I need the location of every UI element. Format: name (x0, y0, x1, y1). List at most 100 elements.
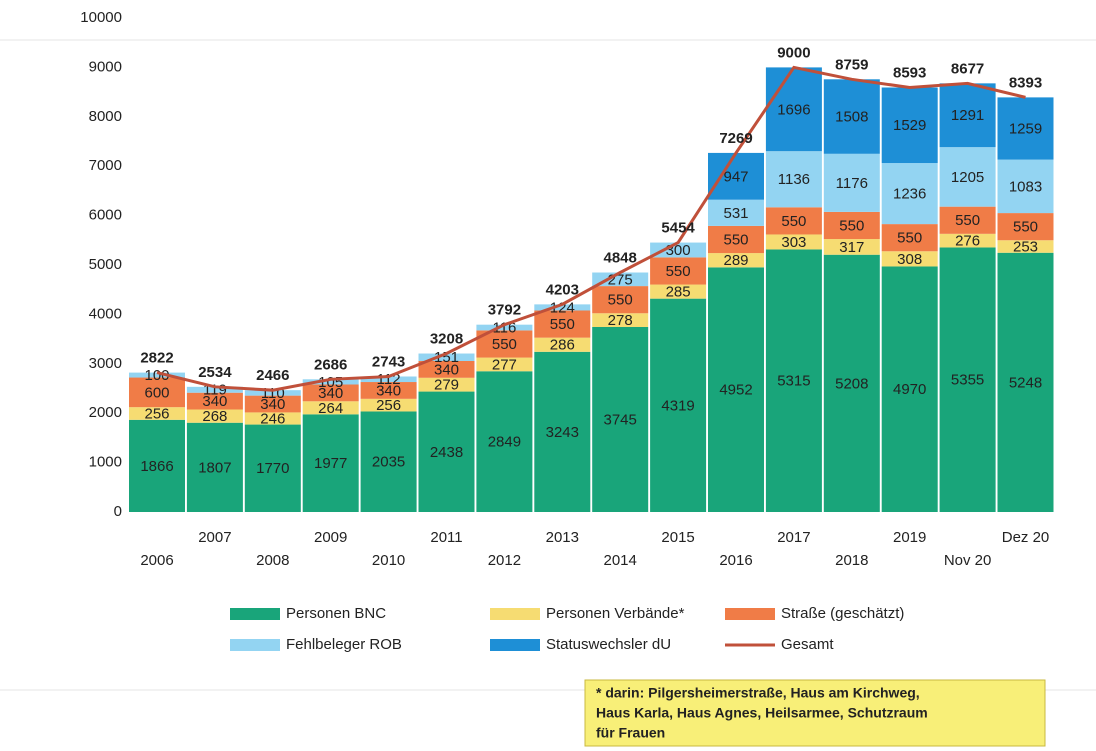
bar-segment (592, 326, 649, 512)
bar-segment (592, 313, 649, 327)
data-label: 253 (1013, 238, 1038, 255)
bar-segment (997, 252, 1054, 513)
data-label: 550 (492, 336, 517, 353)
bar-segment (129, 407, 185, 420)
legend-swatch (230, 639, 280, 651)
bar-segment (881, 87, 938, 164)
bar-segment (823, 153, 880, 212)
data-label: 4970 (893, 381, 926, 398)
data-label: 1696 (777, 101, 810, 118)
bar-segment (997, 159, 1054, 214)
bar-segment (650, 298, 707, 512)
bar-segment (186, 422, 243, 512)
x-tick-label: 2012 (488, 552, 521, 569)
data-label: 278 (608, 312, 633, 329)
data-label: 264 (318, 400, 343, 417)
data-label: 550 (666, 263, 691, 280)
data-label: 340 (376, 382, 401, 399)
bar-segment (997, 213, 1054, 241)
data-label: 5355 (951, 372, 984, 389)
data-label: 1866 (140, 458, 173, 475)
legend-label: Gesamt (781, 636, 834, 653)
bar-segment (534, 304, 591, 311)
x-tick-label: 2018 (835, 552, 868, 569)
data-label: 1807 (198, 459, 231, 476)
x-tick-label: 2014 (604, 552, 637, 569)
x-tick-label: 2015 (661, 529, 694, 546)
data-label: 4952 (719, 382, 752, 399)
note-box (584, 679, 1046, 747)
bar-segment (997, 97, 1054, 160)
data-label: 5315 (777, 373, 810, 390)
bar-segment (244, 412, 301, 425)
x-tick-label: 2011 (430, 529, 462, 546)
bar-segment (244, 390, 301, 396)
total-label: 2466 (256, 367, 289, 384)
bar-segment (708, 199, 764, 226)
bar-segment (765, 67, 822, 152)
y-tick-label: 2000 (89, 404, 122, 421)
data-label: 550 (781, 213, 806, 230)
data-label: 1259 (1009, 120, 1042, 137)
data-label: 1083 (1009, 178, 1042, 195)
y-tick-label: 1000 (89, 454, 122, 471)
data-label: 286 (550, 337, 575, 354)
bar-segment (360, 382, 417, 399)
data-label: 2438 (430, 444, 463, 461)
bar-segment (881, 163, 938, 225)
total-label: 2686 (314, 356, 347, 373)
data-label: 289 (723, 252, 748, 269)
bar-segment (418, 391, 475, 512)
bar-segment (997, 240, 1054, 253)
y-tick-label: 5000 (89, 256, 122, 273)
bar-segment (302, 379, 359, 385)
bar-segment (476, 324, 533, 331)
data-label: 340 (434, 361, 459, 378)
data-label: 285 (666, 284, 691, 301)
bar-segment (360, 411, 417, 512)
data-label: 2035 (372, 454, 405, 471)
data-label: 277 (492, 356, 517, 373)
data-label: 268 (202, 408, 227, 425)
y-tick-label: 9000 (89, 58, 122, 75)
legend-swatch (725, 608, 775, 620)
total-label: 8593 (893, 64, 926, 81)
total-label: 5454 (661, 220, 695, 237)
bar-segment (708, 225, 764, 254)
y-tick-label: 0 (114, 503, 122, 520)
bar-segment (418, 353, 475, 361)
bar-segment (765, 234, 822, 250)
data-label: 340 (202, 393, 227, 410)
bar-segment (534, 351, 591, 512)
bar-segment (476, 357, 533, 372)
bar-segment (360, 376, 417, 383)
data-label: 340 (260, 396, 285, 413)
bar-segment (418, 360, 475, 378)
total-label: 4203 (546, 281, 579, 298)
note-text: für Frauen (596, 725, 665, 741)
legend-swatch (490, 639, 540, 651)
x-tick-label: 2008 (256, 552, 289, 569)
bar-segment (765, 249, 822, 512)
data-label: 276 (955, 233, 980, 250)
data-label: 550 (955, 212, 980, 229)
bar-segment (302, 401, 359, 415)
y-tick-label: 8000 (89, 108, 122, 125)
bar-segment (765, 207, 822, 235)
bar-segment (939, 233, 996, 248)
bar-segment (244, 395, 301, 413)
bar-segment (129, 419, 185, 512)
data-label: 100 (144, 367, 169, 384)
total-label: 8759 (835, 56, 868, 73)
x-tick-label: Dez 20 (1002, 529, 1050, 546)
bar-segment (650, 242, 707, 258)
data-label: 1291 (951, 107, 984, 124)
bar-segment (708, 253, 764, 268)
data-label: 550 (839, 217, 864, 234)
data-label: 600 (144, 384, 169, 401)
data-label: 151 (434, 349, 459, 366)
data-label: 947 (723, 168, 748, 185)
bar-segment (302, 414, 359, 512)
data-label: 550 (723, 231, 748, 248)
x-tick-label: 2017 (777, 529, 810, 546)
